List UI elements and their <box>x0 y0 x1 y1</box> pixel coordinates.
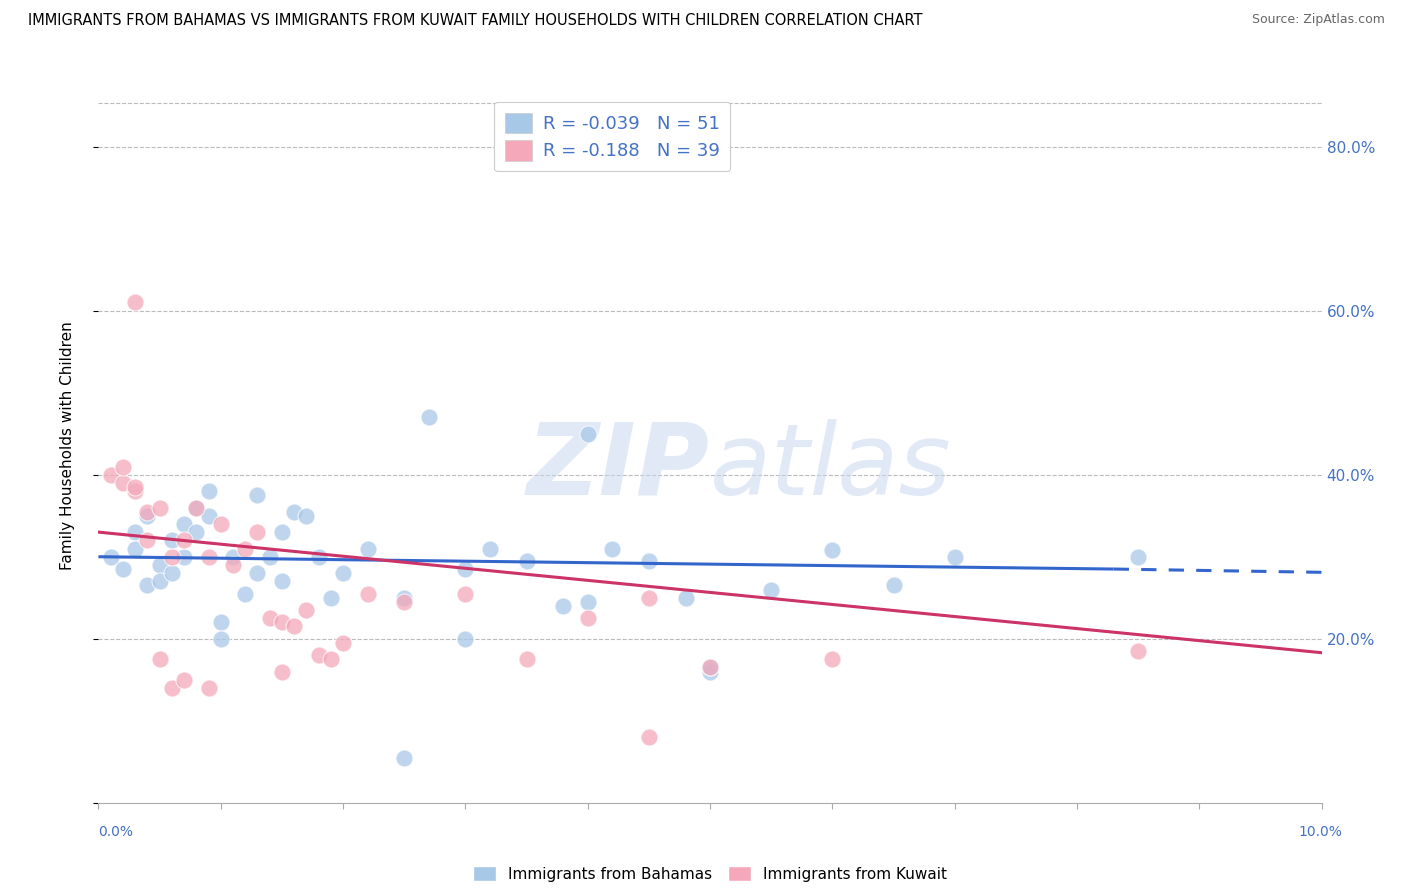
Point <box>576 595 599 609</box>
Point <box>124 525 146 540</box>
Point <box>186 500 208 515</box>
Point <box>1128 549 1150 564</box>
Text: IMMIGRANTS FROM BAHAMAS VS IMMIGRANTS FROM KUWAIT FAMILY HOUSEHOLDS WITH CHILDRE: IMMIGRANTS FROM BAHAMAS VS IMMIGRANTS FR… <box>28 13 922 29</box>
Point <box>222 558 245 572</box>
Point <box>197 681 219 695</box>
Point <box>576 611 599 625</box>
Point <box>186 525 208 540</box>
Point <box>100 467 122 482</box>
Point <box>149 500 172 515</box>
Point <box>100 549 122 564</box>
Point <box>576 426 599 441</box>
Y-axis label: Family Households with Children: Family Households with Children <box>60 322 75 570</box>
Point <box>516 652 538 666</box>
Point <box>516 554 538 568</box>
Point <box>759 582 782 597</box>
Point <box>356 587 378 601</box>
Point <box>454 562 477 576</box>
Point <box>160 566 183 581</box>
Point <box>308 648 330 662</box>
Point <box>270 665 292 679</box>
Point <box>418 410 440 425</box>
Point <box>553 599 575 613</box>
Point <box>600 541 623 556</box>
Point <box>943 549 966 564</box>
Point <box>197 508 219 523</box>
Point <box>699 660 721 674</box>
Point <box>259 611 281 625</box>
Text: Source: ZipAtlas.com: Source: ZipAtlas.com <box>1251 13 1385 27</box>
Point <box>124 295 146 310</box>
Point <box>392 595 416 609</box>
Point <box>637 730 661 744</box>
Point <box>197 484 219 499</box>
Point <box>270 525 292 540</box>
Point <box>160 681 183 695</box>
Point <box>821 652 844 666</box>
Point <box>149 558 172 572</box>
Point <box>675 591 697 605</box>
Point <box>197 549 219 564</box>
Point <box>136 508 159 523</box>
Point <box>478 541 501 556</box>
Point <box>222 549 245 564</box>
Point <box>246 566 269 581</box>
Point <box>699 665 721 679</box>
Point <box>246 525 269 540</box>
Point <box>124 480 146 494</box>
Point <box>308 549 330 564</box>
Point <box>233 587 256 601</box>
Text: 10.0%: 10.0% <box>1299 825 1343 839</box>
Point <box>356 541 378 556</box>
Point <box>124 484 146 499</box>
Point <box>332 636 354 650</box>
Point <box>319 652 342 666</box>
Point <box>283 505 305 519</box>
Point <box>173 516 195 531</box>
Point <box>136 505 159 519</box>
Point <box>173 549 195 564</box>
Point <box>319 591 342 605</box>
Point <box>124 541 146 556</box>
Point <box>209 516 232 531</box>
Point <box>454 587 477 601</box>
Point <box>111 475 134 490</box>
Text: atlas: atlas <box>710 419 952 516</box>
Point <box>160 533 183 548</box>
Legend: Immigrants from Bahamas, Immigrants from Kuwait: Immigrants from Bahamas, Immigrants from… <box>467 860 953 888</box>
Point <box>111 459 134 474</box>
Point <box>136 578 159 592</box>
Point <box>295 508 318 523</box>
Point <box>186 500 208 515</box>
Point <box>246 488 269 502</box>
Point <box>270 615 292 630</box>
Point <box>173 533 195 548</box>
Point <box>233 541 256 556</box>
Point <box>136 533 159 548</box>
Point <box>699 660 721 674</box>
Point <box>209 632 232 646</box>
Point <box>1128 644 1150 658</box>
Point <box>392 591 416 605</box>
Point <box>149 574 172 589</box>
Point <box>259 549 281 564</box>
Point <box>883 578 905 592</box>
Text: ZIP: ZIP <box>527 419 710 516</box>
Point <box>295 603 318 617</box>
Point <box>173 673 195 687</box>
Point <box>637 554 661 568</box>
Point <box>392 750 416 764</box>
Point <box>209 615 232 630</box>
Point <box>454 632 477 646</box>
Text: 0.0%: 0.0% <box>98 825 134 839</box>
Point <box>111 562 134 576</box>
Point <box>637 591 661 605</box>
Point <box>149 652 172 666</box>
Point <box>332 566 354 581</box>
Point <box>821 543 844 558</box>
Point <box>160 549 183 564</box>
Point <box>270 574 292 589</box>
Point <box>283 619 305 633</box>
